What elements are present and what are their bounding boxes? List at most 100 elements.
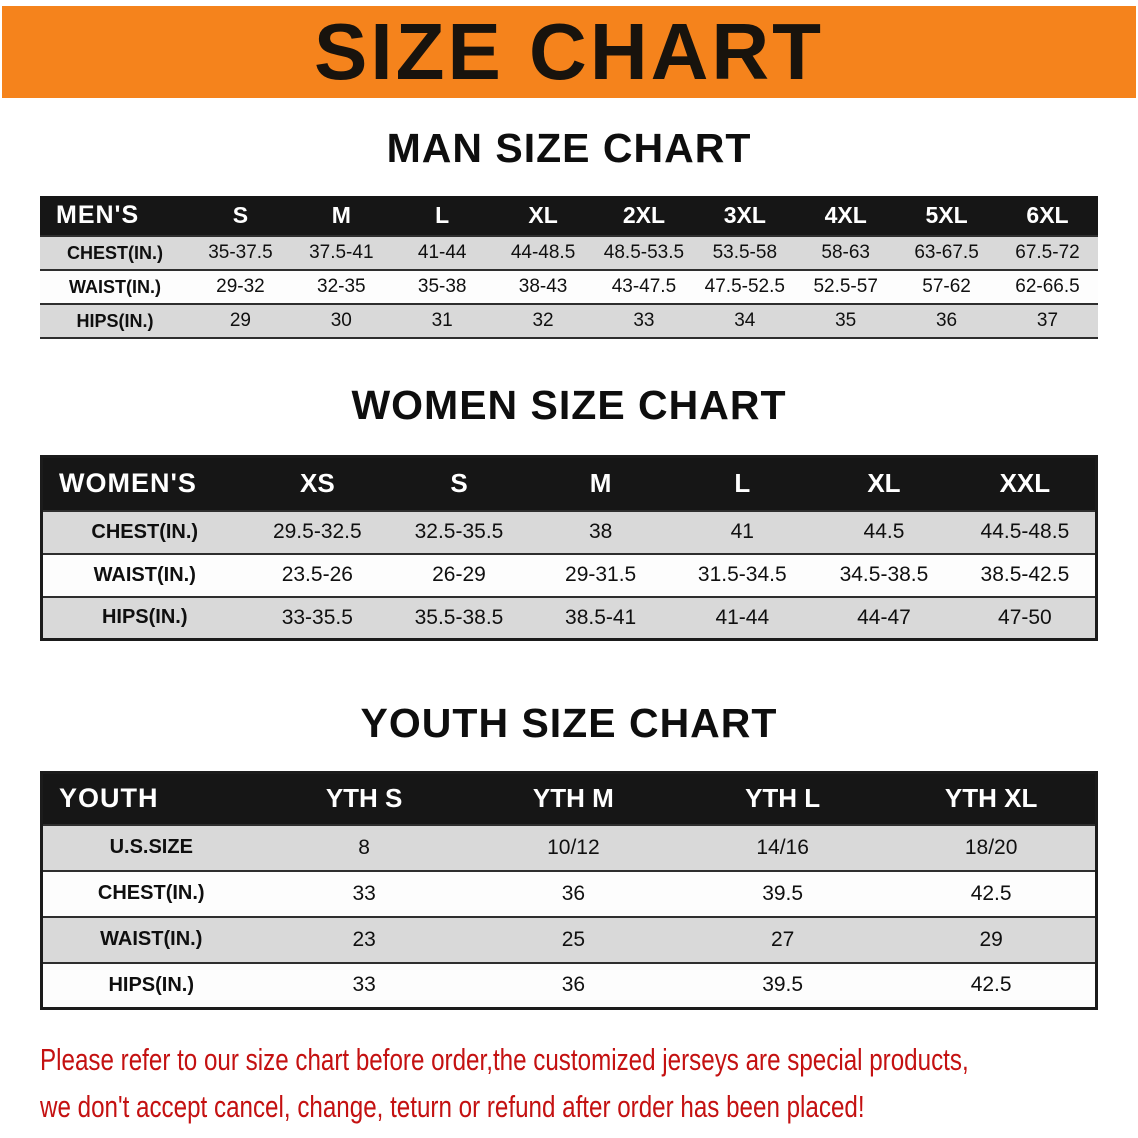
- table-corner-label: WOMEN'S: [41, 456, 247, 511]
- measurement-label: WAIST(IN.): [100, 928, 203, 950]
- disclaimer: Please refer to our size chart before or…: [40, 1036, 1138, 1130]
- table-header-row: WOMEN'S XS S M L XL XXL: [41, 456, 1097, 511]
- measurement-value: 38.5-42.5: [980, 563, 1070, 586]
- measurement-value: 41-44: [715, 605, 770, 629]
- measurement-value: 36: [561, 973, 586, 997]
- size-column-header: 4XL: [795, 196, 897, 236]
- measurement-value: 34.5-38.5: [839, 563, 929, 586]
- measurement-value: 62-66.5: [1015, 276, 1080, 297]
- size-column-header: 2XL: [593, 196, 695, 236]
- measurement-row: CHEST(IN.) 33 36 39.5 42.5: [41, 870, 1097, 917]
- disclaimer-line-1: Please refer to our size chart before or…: [40, 1042, 969, 1077]
- size-column-header: S: [190, 196, 291, 236]
- size-column-header: L: [391, 196, 493, 236]
- measurement-label: WAIST(IN.): [93, 563, 196, 586]
- size-chart-page: SIZE CHART MAN SIZE CHART MEN'S S M L XL 2XL 3…: [0, 6, 1138, 1138]
- size-column-header: M: [290, 196, 392, 236]
- table-corner-label: MEN'S: [40, 196, 190, 236]
- measurement-value: 10/12: [547, 835, 600, 859]
- measurement-value: 31: [431, 310, 453, 331]
- measurement-value: 67.5-72: [1015, 242, 1080, 263]
- measurement-value: 57-62: [922, 276, 971, 297]
- measurement-value: 29: [229, 310, 251, 331]
- measurement-row: HIPS(IN.) 33-35.5 35.5-38.5 38.5-41 41-44 44-…: [41, 596, 1097, 640]
- measurement-row: WAIST(IN.) 23.5-26 26-29 29-31.5 31.5-34.5 34…: [41, 553, 1097, 597]
- size-column-header: XXL: [954, 456, 1097, 511]
- size-column-header: L: [671, 456, 814, 511]
- measurement-value: 38-43: [518, 276, 568, 297]
- measurement-value: 41: [730, 520, 754, 543]
- table-head: WOMEN'S XS S M L XL XXL: [41, 456, 1097, 511]
- measurement-value: 27: [770, 927, 795, 951]
- measurement-value: 48.5-53.5: [603, 242, 685, 263]
- men-size-section: MAN SIZE CHART MEN'S S M L XL 2XL 3XL 4XL 5XL 6XL…: [0, 124, 1138, 339]
- measurement-value: 31.5-34.5: [697, 563, 787, 586]
- measurement-label: WAIST(IN.): [69, 276, 161, 297]
- women-size-section: WOMEN SIZE CHART WOMEN'S XS S M L XL XXL CHEST(…: [0, 381, 1138, 641]
- measurement-value: 38: [588, 520, 613, 543]
- size-column-header: YTH M: [468, 772, 678, 825]
- measurement-value: 8: [358, 835, 370, 859]
- measurement-value: 58-63: [821, 242, 870, 263]
- measurement-row: HIPS(IN.) 29 30 31 32 33 34 35 36 37: [40, 304, 1098, 338]
- size-column-header: 3XL: [694, 196, 796, 236]
- size-column-header: YTH L: [678, 772, 888, 825]
- size-column-header: XL: [492, 196, 594, 236]
- measurement-value: 33: [352, 881, 376, 905]
- measurement-value: 30: [330, 310, 352, 331]
- measurement-value: 34: [734, 310, 756, 331]
- disclaimer-line-2: we don't accept cancel, change, teturn o…: [40, 1089, 865, 1124]
- measurement-label: CHEST(IN.): [97, 882, 205, 904]
- measurement-value: 44-47: [857, 605, 911, 629]
- measurement-label: CHEST(IN.): [91, 520, 199, 543]
- measurement-value: 35.5-38.5: [414, 605, 504, 629]
- table-corner-label: YOUTH: [41, 772, 260, 825]
- measurement-row: CHEST(IN.) 35-37.5 37.5-41 41-44 44-48.5 48.5…: [40, 236, 1098, 270]
- size-column-header: XS: [246, 456, 389, 511]
- page-title: SIZE CHART: [314, 7, 824, 96]
- size-column-header: M: [529, 456, 672, 511]
- measurement-row: WAIST(IN.) 23 25 27 29: [41, 916, 1097, 963]
- measurement-value: 44.5-48.5: [980, 520, 1070, 543]
- measurement-value: 36: [561, 881, 586, 905]
- measurement-label: HIPS(IN.): [76, 310, 154, 331]
- size-column-header: 5XL: [896, 196, 997, 236]
- measurement-value: 36: [935, 310, 958, 331]
- table-header-row: YOUTH YTH S YTH M YTH L YTH XL: [41, 772, 1097, 825]
- women-section-title: WOMEN SIZE CHART: [351, 382, 787, 428]
- measurement-value: 37: [1036, 310, 1059, 331]
- measurement-value: 29.5-32.5: [272, 520, 362, 543]
- measurement-value: 23.5-26: [281, 563, 353, 586]
- measurement-value: 44.5: [863, 520, 905, 543]
- table-header-row: MEN'S S M L XL 2XL 3XL 4XL 5XL 6XL: [40, 196, 1098, 236]
- measurement-label: HIPS(IN.): [101, 606, 188, 629]
- measurement-value: 53.5-58: [712, 242, 778, 263]
- table-head: MEN'S S M L XL 2XL 3XL 4XL 5XL 6XL: [40, 196, 1098, 236]
- measurement-value: 47.5-52.5: [704, 276, 785, 297]
- measurement-value: 26-29: [432, 563, 486, 586]
- measurement-value: 29-31.5: [565, 563, 637, 586]
- measurement-value: 43-47.5: [611, 276, 677, 297]
- size-column-header: YTH XL: [887, 772, 1097, 825]
- measurement-value: 29: [979, 927, 1003, 951]
- table-body: CHEST(IN.) 29.5-32.5 32.5-35.5 38 41 44.5 44.5…: [41, 510, 1097, 640]
- measurement-value: 32: [532, 310, 554, 331]
- measurement-value: 14/16: [756, 835, 809, 859]
- size-column-header: YTH S: [259, 772, 469, 825]
- measurement-value: 33: [633, 310, 655, 331]
- size-column-header: XL: [813, 456, 955, 511]
- measurement-row: U.S.SIZE 8 10/12 14/16 18/20: [41, 824, 1097, 871]
- measurement-row: HIPS(IN.) 33 36 39.5 42.5: [41, 962, 1097, 1009]
- measurement-value: 35-37.5: [208, 242, 273, 263]
- measurement-label: HIPS(IN.): [108, 973, 195, 996]
- measurement-value: 52.5-57: [813, 276, 878, 297]
- measurement-value: 47-50: [998, 605, 1052, 629]
- measurement-value: 33-35.5: [281, 605, 353, 629]
- youth-size-table: YOUTH YTH S YTH M YTH L YTH XL U.S.SIZE 8 10/12…: [40, 771, 1098, 1010]
- measurement-value: 25: [561, 927, 586, 951]
- size-column-header: 6XL: [997, 196, 1098, 236]
- table-body: U.S.SIZE 8 10/12 14/16 18/20 CHEST(IN.) 33 36 39…: [41, 824, 1097, 1009]
- measurement-value: 33: [352, 973, 376, 997]
- youth-section-title: YOUTH SIZE CHART: [360, 700, 778, 746]
- measurement-row: CHEST(IN.) 29.5-32.5 32.5-35.5 38 41 44.5 44.5…: [41, 510, 1097, 554]
